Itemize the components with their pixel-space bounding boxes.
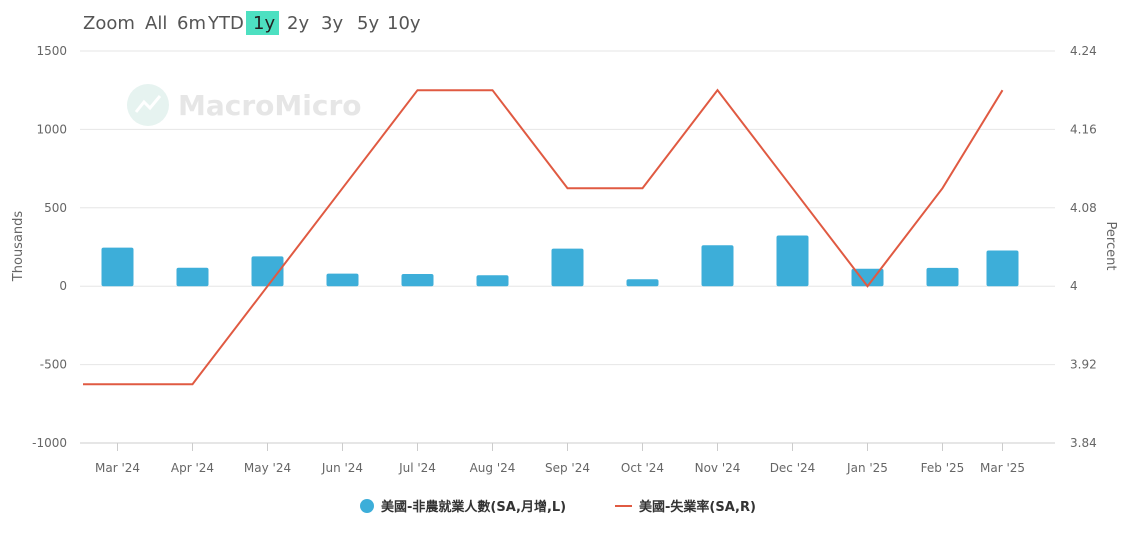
bar[interactable] [851, 268, 884, 287]
left-tick-label: -1000 [32, 436, 67, 450]
right-tick-label: 4.16 [1070, 122, 1097, 136]
x-tick-label: Jan '25 [846, 461, 888, 475]
x-tick-label: Nov '24 [695, 461, 741, 475]
zoom-bar: Zoom All 6m YTD 1y 2y 3y 5y 10y [83, 11, 421, 35]
bar[interactable] [176, 267, 209, 287]
watermark-text: MacroMicro [178, 89, 362, 122]
x-axis: Mar '24 Apr '24 May '24 Jun '24 Jul '24 Aug '… [80, 442, 1055, 475]
x-tick-label: Mar '24 [95, 461, 140, 475]
left-axis-title: Thousands [11, 211, 26, 283]
x-tick-label: Apr '24 [171, 461, 214, 475]
bar[interactable] [551, 248, 584, 287]
x-tick-label: Feb '25 [921, 461, 965, 475]
watermark: MacroMicro [127, 84, 362, 126]
legend-label-line[interactable]: 美國-失業率(SA,R) [639, 499, 756, 515]
bar[interactable] [626, 279, 659, 287]
x-tick-label: Aug '24 [470, 461, 516, 475]
left-tick-label: 1500 [36, 44, 67, 58]
legend-marker-bar[interactable] [360, 499, 374, 513]
legend: 美國-非農就業人數(SA,月增,L) 美國-失業率(SA,R) [360, 499, 756, 515]
bar[interactable] [986, 250, 1019, 287]
right-axis: 4.24 4.16 4.08 4 3.92 3.84 [1070, 44, 1097, 450]
bar[interactable] [776, 235, 809, 287]
right-tick-label: 4.08 [1070, 201, 1097, 215]
right-tick-label: 3.92 [1070, 358, 1097, 372]
right-tick-label: 4.24 [1070, 44, 1097, 58]
right-axis-title: Percent [1103, 222, 1118, 271]
bar[interactable] [476, 275, 509, 287]
bar[interactable] [326, 273, 359, 287]
x-tick-label: Jul '24 [398, 461, 436, 475]
bar-series[interactable] [101, 235, 1019, 287]
left-tick-label: -500 [40, 358, 67, 372]
zoom-option-5y[interactable]: 5y [357, 13, 379, 34]
bar[interactable] [701, 245, 734, 287]
left-axis: 1500 1000 500 0 -500 -1000 [32, 44, 67, 450]
zoom-option-6m[interactable]: 6m [177, 13, 206, 34]
legend-label-bar[interactable]: 美國-非農就業人數(SA,月增,L) [381, 499, 566, 515]
left-tick-label: 0 [59, 279, 67, 293]
x-tick-label: Jun '24 [321, 461, 363, 475]
zoom-option-3y[interactable]: 3y [321, 13, 343, 34]
x-tick-label: May '24 [244, 461, 291, 475]
line-series[interactable] [83, 88, 1004, 386]
zoom-option-1y[interactable]: 1y [253, 13, 275, 34]
zoom-option-2y[interactable]: 2y [287, 13, 309, 34]
x-tick-label: Mar '25 [980, 461, 1025, 475]
zoom-label: Zoom [83, 13, 135, 34]
right-tick-label: 3.84 [1070, 436, 1097, 450]
watermark-logo-mark [134, 95, 162, 113]
line-path[interactable] [83, 88, 1004, 386]
left-tick-label: 1000 [36, 122, 67, 136]
left-tick-label: 500 [44, 201, 67, 215]
x-tick-label: Oct '24 [621, 461, 664, 475]
x-tick-label: Dec '24 [770, 461, 816, 475]
bar[interactable] [926, 267, 959, 287]
x-tick-label: Sep '24 [545, 461, 590, 475]
zoom-option-all[interactable]: All [145, 13, 167, 34]
zoom-option-10y[interactable]: 10y [387, 13, 421, 34]
zoom-option-ytd[interactable]: YTD [207, 13, 244, 34]
bar[interactable] [251, 256, 284, 287]
right-tick-label: 4 [1070, 279, 1078, 293]
bar[interactable] [401, 273, 434, 287]
bar[interactable] [101, 247, 134, 287]
zoom-active-highlight [246, 11, 279, 35]
